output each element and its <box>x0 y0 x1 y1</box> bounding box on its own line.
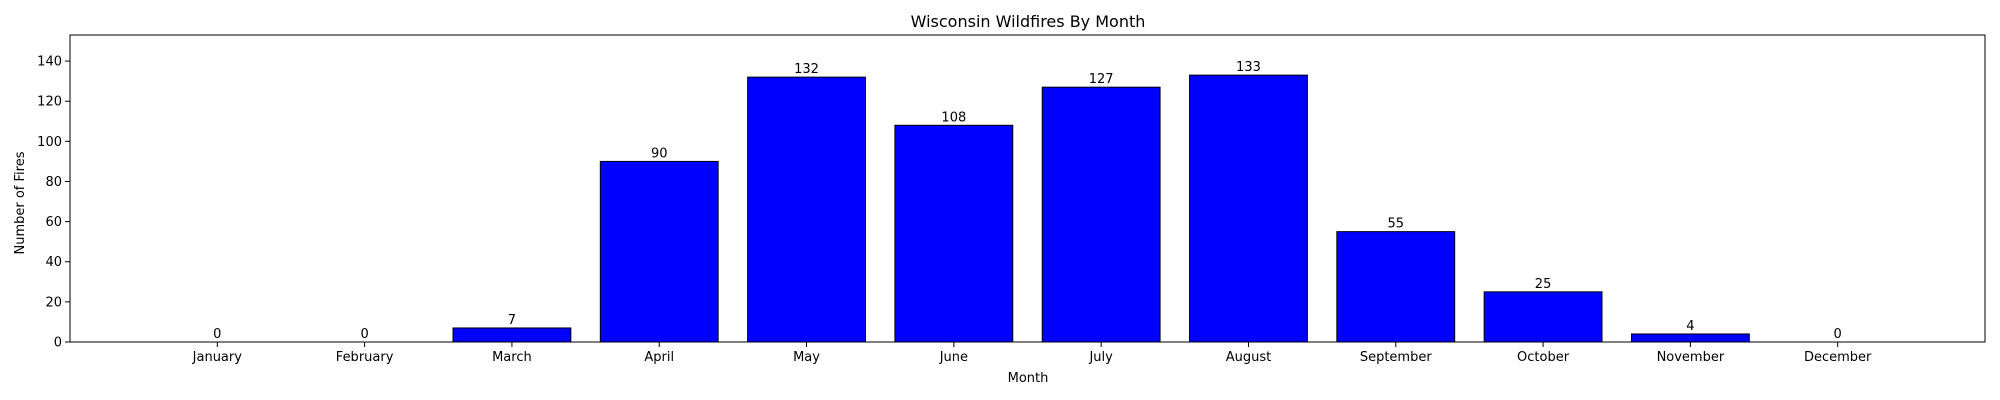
y-tick-label: 120 <box>37 95 62 110</box>
bar-value-label: 0 <box>360 327 368 342</box>
x-tick-label: July <box>1088 350 1113 365</box>
bars <box>452 74 1750 343</box>
y-tick-label: 100 <box>37 135 62 150</box>
x-tick-label: September <box>1360 350 1433 365</box>
x-tick-label: November <box>1657 350 1725 365</box>
x-tick-label: December <box>1804 350 1872 365</box>
bar-value-label: 0 <box>213 327 221 342</box>
bar <box>1630 333 1750 343</box>
bar-value-label: 7 <box>508 313 516 328</box>
bar-value-label: 55 <box>1387 217 1404 232</box>
bar <box>1336 231 1456 343</box>
plot-frame <box>69 34 1986 343</box>
value-labels: 0 0 7 90 132 108 127 133 55 25 4 0 <box>213 60 1842 342</box>
y-tick-label: 0 <box>54 336 62 351</box>
y-tick-label: 140 <box>37 55 62 70</box>
x-tick-label: August <box>1226 350 1272 365</box>
chart-title: Wisconsin Wildfires By Month <box>911 12 1146 31</box>
x-tick-label: March <box>492 350 532 365</box>
y-tick-label: 60 <box>45 215 62 230</box>
bar-value-label: 108 <box>941 110 966 125</box>
x-tick-label: June <box>939 350 968 365</box>
y-axis-label: Number of Fires <box>13 151 28 254</box>
bar <box>747 76 866 343</box>
bar <box>1189 74 1308 343</box>
bar <box>894 124 1014 343</box>
x-tick-label: January <box>192 350 243 365</box>
bar <box>599 160 719 343</box>
bar-value-label: 4 <box>1686 319 1694 334</box>
bar <box>1483 291 1603 343</box>
y-tick-label: 80 <box>45 175 62 190</box>
x-tick-label: May <box>793 350 820 365</box>
y-axis-ticks: 0 20 40 60 80 100 120 140 <box>37 55 70 351</box>
x-axis-ticks: January February March April May June July Augu… <box>192 342 1872 365</box>
y-tick-label: 40 <box>45 255 62 270</box>
x-tick-label: April <box>644 350 674 365</box>
x-tick-label: February <box>336 350 394 365</box>
bar-value-label: 133 <box>1236 60 1261 75</box>
bar <box>452 327 572 343</box>
x-axis-label: Month <box>1008 371 1049 386</box>
bar-value-label: 127 <box>1089 72 1114 87</box>
bar <box>1041 86 1161 343</box>
bar-value-label: 25 <box>1535 277 1552 292</box>
bar-value-label: 90 <box>651 146 668 161</box>
x-tick-label: October <box>1517 350 1570 365</box>
bar-value-label: 132 <box>794 62 819 77</box>
y-tick-label: 20 <box>45 295 62 310</box>
bar-value-label: 0 <box>1834 327 1842 342</box>
